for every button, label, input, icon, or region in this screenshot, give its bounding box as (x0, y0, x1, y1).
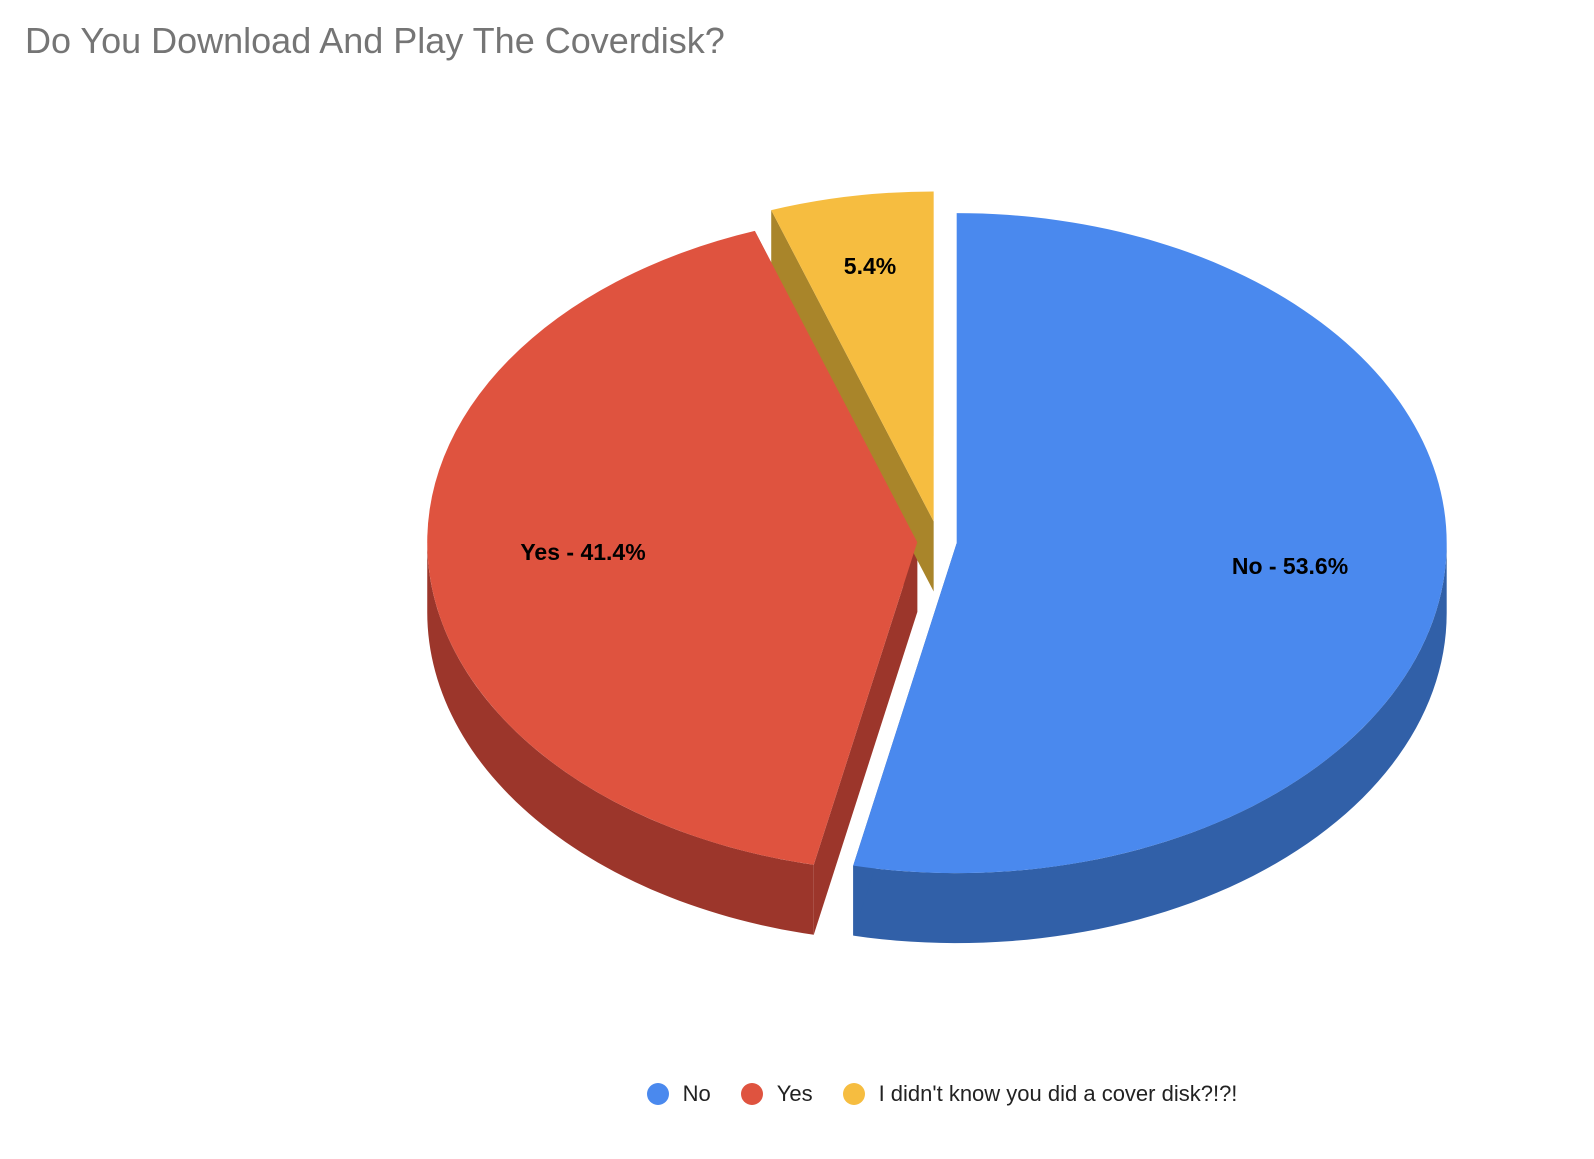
pie-cut-yes-0 (813, 542, 918, 935)
pie-slice-yes (427, 230, 918, 865)
pie-slice-no (853, 213, 1447, 874)
pie-side-no (853, 543, 1447, 944)
legend-item-i-didn-t-know-you-did-a-cover-disk[interactable]: I didn't know you did a cover disk?!?! (842, 1081, 1238, 1107)
legend: No Yes I didn't know you did a cover disk?… (0, 1081, 1594, 1107)
legend-swatch-icon (646, 1083, 669, 1105)
legend-label: I didn't know you did a cover disk?!?! (878, 1081, 1238, 1106)
legend-swatch-icon (740, 1083, 763, 1105)
slice-label-i-didn-t-know-you-did-a-cover-disk: 5.4% (844, 253, 896, 279)
pie-side-yes (427, 542, 814, 935)
legend-item-no[interactable]: No (646, 1081, 711, 1107)
legend-swatch-icon (842, 1083, 865, 1105)
legend-label: Yes (776, 1081, 813, 1106)
legend-label: No (682, 1081, 711, 1106)
slice-label-no: No - 53.6% (1232, 553, 1348, 579)
pie-chart: No - 53.6% Yes - 41.4% 5.4% (427, 191, 1447, 944)
chart-title: Do You Download And Play The Coverdisk? (25, 20, 725, 61)
pie-slice-i-didn-t-know-you-did-a-cover-disk (771, 191, 934, 522)
slice-label-yes: Yes - 41.4% (520, 539, 645, 565)
pie-labels: No - 53.6% Yes - 41.4% 5.4% (520, 253, 1348, 579)
legend-item-yes[interactable]: Yes (740, 1081, 813, 1107)
pie-tops (427, 191, 1447, 874)
